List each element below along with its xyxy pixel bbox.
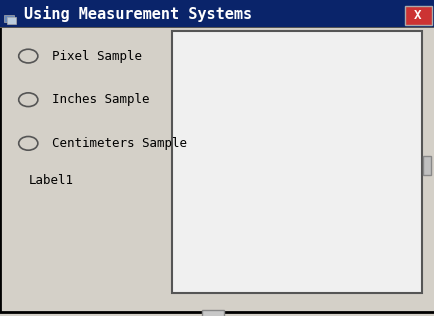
Bar — [171, 31, 421, 293]
Text: Label1: Label1 — [28, 174, 73, 187]
Circle shape — [19, 93, 38, 106]
Text: Centimeters Sample: Centimeters Sample — [52, 137, 187, 150]
Bar — [422, 156, 430, 174]
Bar — [0, 27, 434, 28]
Circle shape — [19, 137, 38, 150]
Text: Inches Sample: Inches Sample — [52, 93, 149, 106]
Bar — [7, 17, 16, 24]
Text: Pixel Sample: Pixel Sample — [52, 50, 142, 63]
Bar — [202, 310, 224, 316]
Text: X: X — [413, 9, 421, 22]
Bar — [0, 0, 434, 27]
Bar — [404, 6, 431, 25]
Text: Using Measurement Systems: Using Measurement Systems — [24, 6, 251, 22]
Circle shape — [19, 49, 38, 63]
Bar — [4, 15, 14, 22]
